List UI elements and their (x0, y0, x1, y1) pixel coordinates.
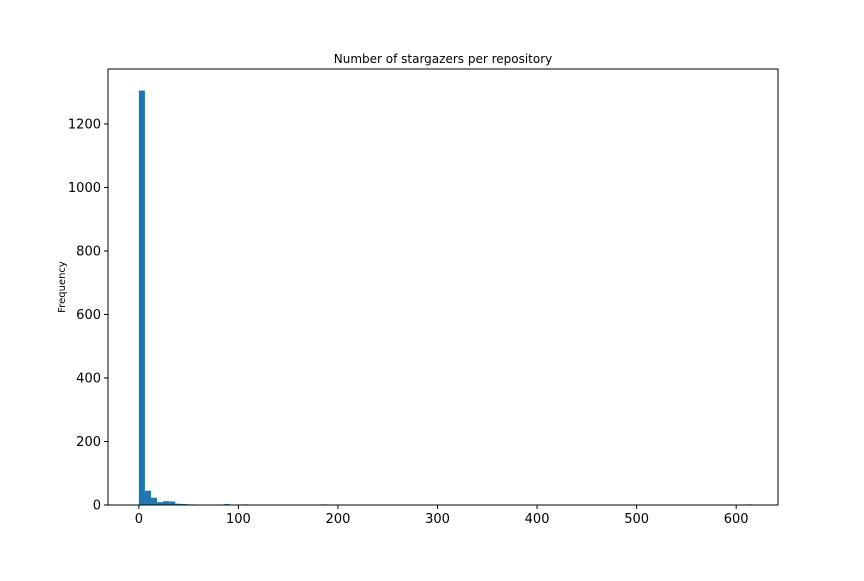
histogram-bar (151, 498, 157, 505)
plot-frame (108, 69, 778, 505)
x-tick-label: 100 (226, 512, 251, 527)
x-axis: 0 100 200 300 400 500 600 (135, 505, 749, 527)
x-tick-label: 600 (724, 512, 749, 527)
y-tick-label: 1200 (68, 117, 101, 132)
histogram-bar (163, 501, 169, 505)
bars-layer (139, 91, 752, 505)
y-tick-label: 600 (76, 308, 101, 323)
y-tick-label: 400 (76, 371, 101, 386)
histogram-bar (169, 502, 175, 505)
x-tick-label: 300 (425, 512, 450, 527)
histogram-bar (139, 91, 145, 505)
y-tick-label: 0 (93, 499, 101, 514)
y-tick-label: 1000 (68, 181, 101, 196)
x-tick-label: 400 (525, 512, 550, 527)
y-axis-label: Frequency (57, 261, 68, 313)
x-tick-label: 200 (326, 512, 351, 527)
y-tick-label: 800 (76, 244, 101, 259)
histogram-bar (145, 491, 151, 505)
x-tick-label: 500 (624, 512, 649, 527)
chart-title: Number of stargazers per repository (334, 52, 553, 66)
x-tick-label: 0 (135, 512, 143, 527)
y-tick-label: 200 (76, 435, 101, 450)
y-axis: 0 200 400 600 800 1000 1200 (68, 117, 108, 513)
